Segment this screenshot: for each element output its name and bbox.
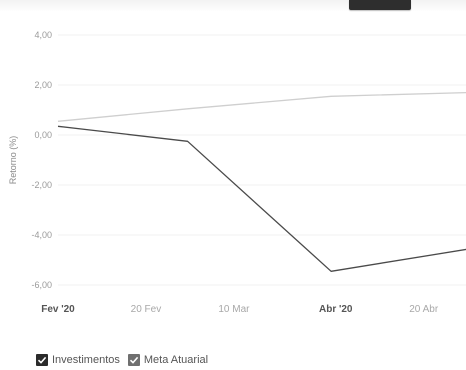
series-line-investimentos [57, 125, 466, 272]
legend: Investimentos Meta Atuarial [36, 354, 208, 366]
legend-item-investimentos[interactable]: Investimentos [36, 354, 120, 366]
menu-button[interactable] [349, 0, 411, 10]
grid-lines [58, 34, 466, 286]
series-lines [57, 91, 466, 272]
legend-label: Investimentos [52, 354, 120, 366]
checkbox-icon[interactable] [127, 354, 140, 366]
x-axis-ticks: Fev '20 20 Fev 10 Mar Abr '20 20 Abr [41, 304, 439, 315]
y-tick-label: 4,00 [34, 30, 52, 40]
x-tick-label: Fev '20 [41, 304, 75, 315]
x-tick-label: 20 Fev [131, 304, 162, 315]
legend-label: Meta Atuarial [143, 354, 209, 366]
series-line-meta-atuarial [57, 91, 466, 122]
y-tick-label: -4,00 [31, 230, 52, 240]
y-tick-label: 0,00 [34, 130, 52, 140]
x-tick-label: 10 Mar [218, 304, 250, 315]
y-axis-ticks: 4,00 2,00 0,00 -2,00 -4,00 -6,00 [31, 30, 52, 290]
legend-item-meta-atuarial[interactable]: Meta Atuarial [127, 354, 209, 366]
y-tick-label: -2,00 [31, 180, 52, 190]
checkbox-icon[interactable] [36, 354, 48, 366]
line-chart: 4,00 2,00 0,00 -2,00 -4,00 -6,00 Fev '20 20 Fe… [8, 30, 466, 315]
y-tick-label: -6,00 [31, 280, 52, 290]
y-tick-label: 2,00 [34, 80, 52, 90]
x-tick-label: 20 Abr [409, 304, 439, 315]
y-axis-label: Retorno (%) [8, 136, 18, 185]
x-tick-label: Abr '20 [319, 304, 353, 315]
